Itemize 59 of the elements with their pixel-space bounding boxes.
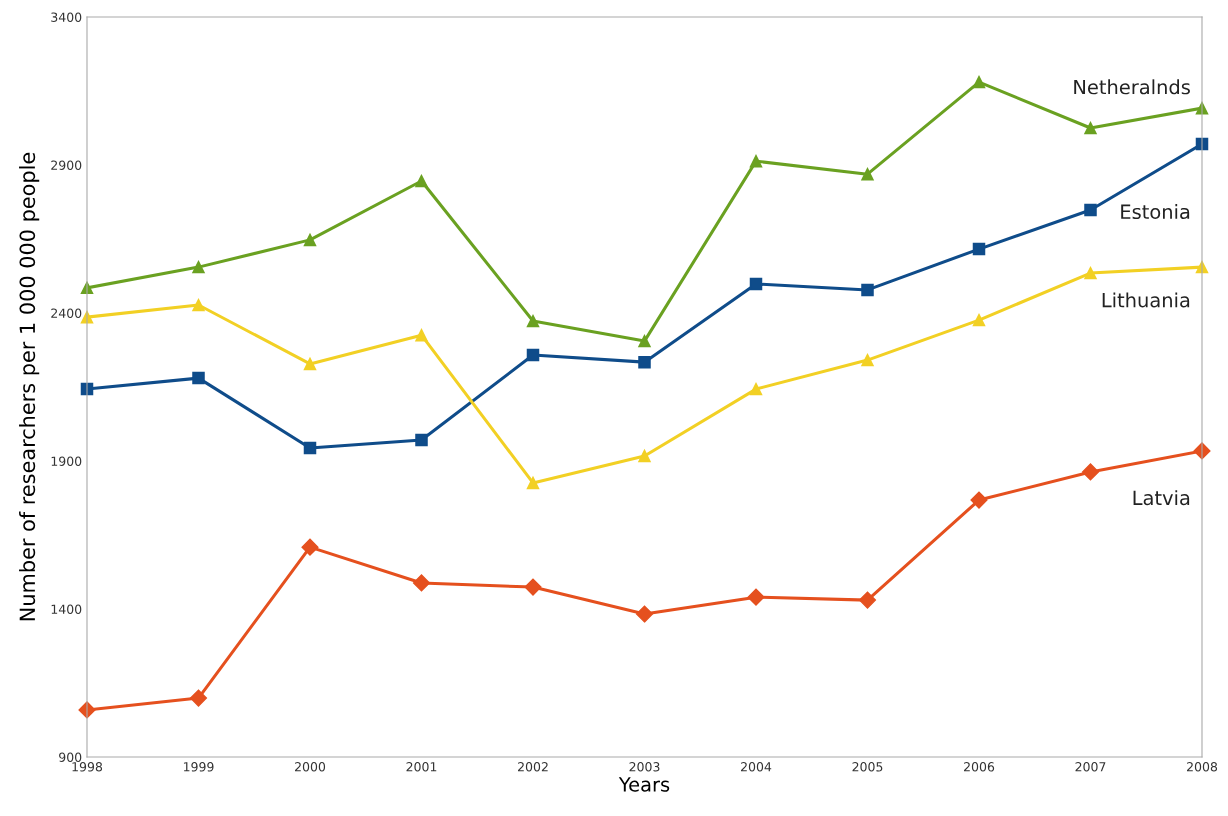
- x-tick-label: 2002: [518, 762, 548, 772]
- point: [1084, 121, 1097, 135]
- point: [861, 167, 874, 181]
- y-tick-label: 900: [59, 752, 82, 762]
- point: [1081, 463, 1100, 481]
- point: [526, 314, 540, 328]
- point: [749, 382, 763, 396]
- point: [635, 605, 654, 623]
- point: [192, 260, 205, 274]
- point: [638, 334, 651, 348]
- point: [526, 348, 540, 362]
- x-axis-title: Years: [618, 777, 670, 792]
- point: [638, 449, 651, 463]
- y-axis-title: Number of researchers per 1 000 000 people: [19, 152, 40, 621]
- point: [747, 588, 765, 606]
- y-tick-label: 2400: [51, 308, 82, 318]
- point: [861, 283, 874, 297]
- y-tick-label: 1900: [51, 456, 82, 466]
- series-label: Netheralnds: [1074, 79, 1190, 95]
- y-tick-label: 3400: [51, 12, 82, 22]
- point: [301, 538, 319, 556]
- x-tick-label: 2003: [629, 762, 660, 772]
- point: [972, 242, 986, 256]
- point: [1084, 266, 1097, 280]
- point: [303, 357, 317, 371]
- point: [749, 277, 763, 291]
- x-tick-label: 2007: [1075, 762, 1106, 772]
- series-label: Lithuania: [1102, 292, 1190, 308]
- point: [415, 328, 428, 342]
- point: [972, 75, 986, 89]
- x-tick-label: 1998: [72, 762, 103, 772]
- x-tick-label: 2008: [1187, 762, 1218, 772]
- point: [303, 441, 317, 455]
- point: [192, 371, 205, 385]
- point: [1084, 203, 1097, 217]
- point: [192, 298, 205, 312]
- series-label: Latvia: [1133, 490, 1190, 506]
- series-label: Estonia: [1121, 204, 1190, 220]
- point: [415, 174, 428, 188]
- x-tick-label: 2004: [741, 762, 772, 772]
- x-tick-label: 2005: [852, 762, 883, 772]
- x-tick-label: 2001: [406, 762, 437, 772]
- point: [970, 491, 988, 509]
- y-tick-label: 1400: [51, 604, 82, 614]
- point: [638, 355, 651, 369]
- point: [415, 433, 428, 447]
- x-tick-label: 2000: [295, 762, 326, 772]
- y-tick-label: 2900: [51, 160, 82, 170]
- point: [861, 353, 874, 367]
- point: [303, 233, 317, 247]
- point: [526, 476, 540, 490]
- point: [972, 313, 986, 327]
- point: [858, 591, 877, 609]
- point: [189, 689, 208, 707]
- point: [412, 574, 431, 592]
- x-tick-label: 1999: [183, 762, 214, 772]
- point: [524, 578, 542, 596]
- x-tick-label: 2006: [964, 762, 995, 772]
- point: [749, 154, 763, 168]
